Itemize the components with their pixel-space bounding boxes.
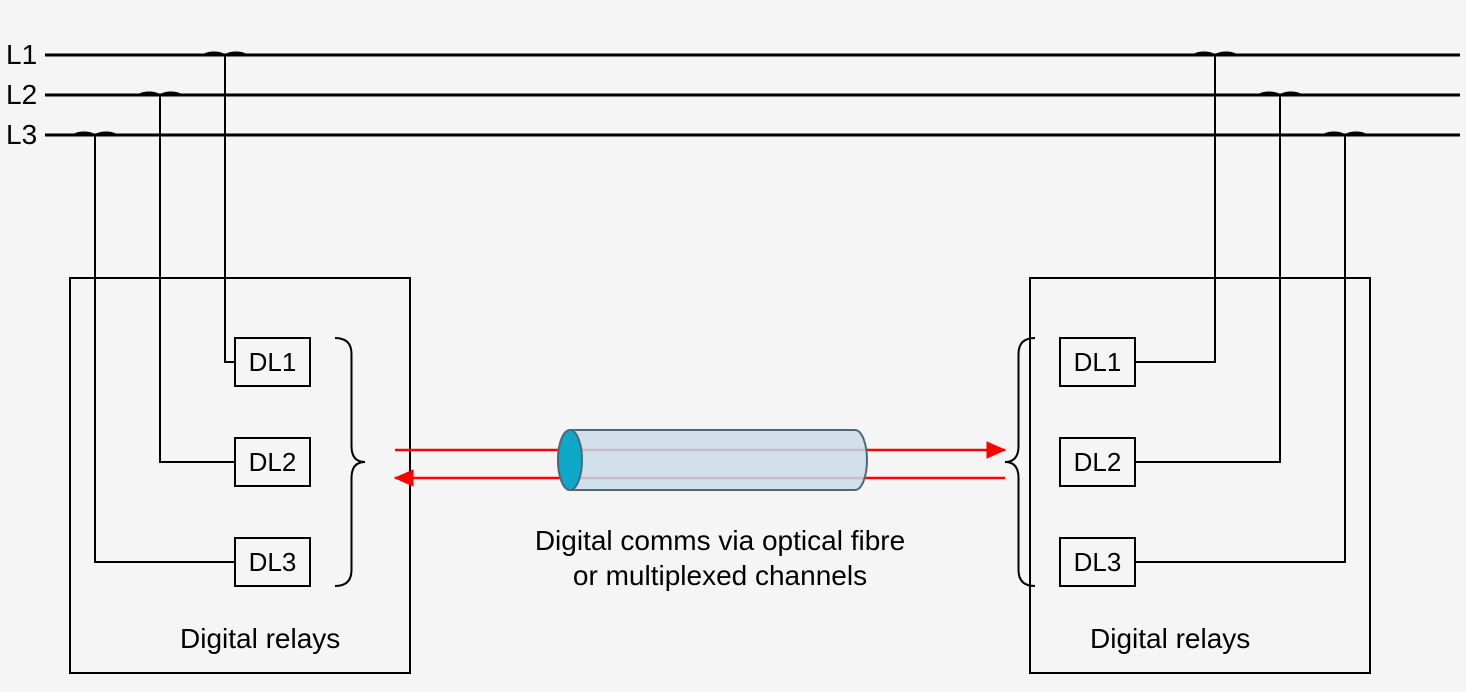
relay-block-label: DL3 <box>249 547 297 577</box>
bus-label: L2 <box>6 79 37 110</box>
ct-wire <box>225 55 235 362</box>
comms-arrow-head <box>395 470 413 486</box>
ct-wire <box>1135 55 1215 362</box>
fiber-caption: or multiplexed channels <box>573 560 867 591</box>
relay-block-label: DL1 <box>249 347 297 377</box>
bus-label: L3 <box>6 119 37 150</box>
fiber-cylinder <box>558 430 867 490</box>
relay-caption: Digital relays <box>180 623 340 654</box>
ct-wire <box>1135 135 1345 562</box>
ct-wire <box>95 135 235 562</box>
relay-caption: Digital relays <box>1090 623 1250 654</box>
comms-arrow-head <box>987 442 1005 458</box>
relay-block-label: DL2 <box>249 447 297 477</box>
relay-block-label: DL1 <box>1074 347 1122 377</box>
fiber-cap <box>558 430 582 490</box>
bus-label: L1 <box>6 39 37 70</box>
relay-block-label: DL3 <box>1074 547 1122 577</box>
curly-brace <box>335 338 365 586</box>
fiber-caption: Digital comms via optical fibre <box>535 525 905 556</box>
relay-block-label: DL2 <box>1074 447 1122 477</box>
